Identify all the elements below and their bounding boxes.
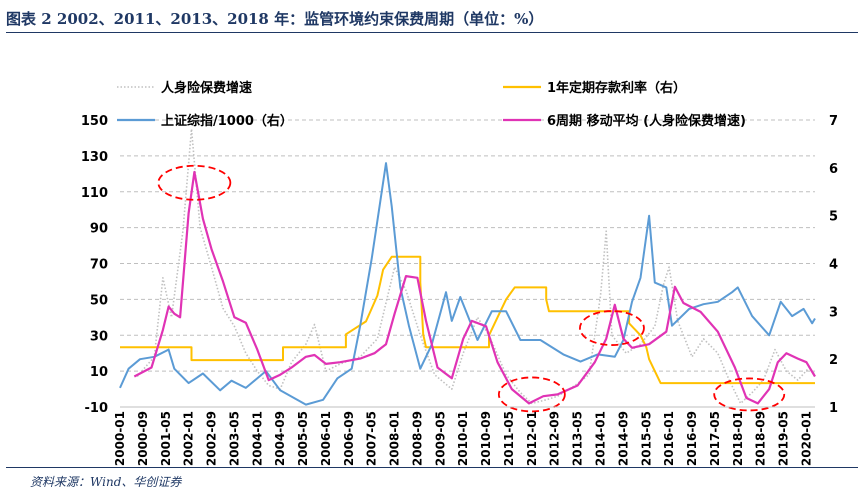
y-right-tick-label: 4 — [829, 258, 838, 273]
y-right-tick-label: 7 — [829, 114, 838, 129]
y-left-tick-label: 130 — [81, 150, 108, 165]
highlight-circle — [157, 164, 232, 201]
y-left-tick-label: 110 — [81, 186, 108, 201]
y-left-tick-label: 150 — [81, 114, 108, 129]
title-divider — [6, 32, 858, 33]
x-tick-label: 2004-01 — [250, 411, 264, 466]
x-tick-label: 2019-05 — [777, 411, 791, 466]
x-tick-label: 2017-05 — [708, 411, 722, 466]
y-right-tick-label: 1 — [829, 401, 838, 416]
x-tick-label: 2010-09 — [479, 411, 493, 466]
x-tick-label: 2008-01 — [388, 411, 402, 466]
legend-label-2: 上证综指/1000（右） — [161, 113, 293, 129]
x-tick-label: 2007-05 — [365, 411, 379, 466]
footer-divider — [6, 467, 858, 468]
legend-label-3: 6周期 移动平均 (人身险保费增速) — [547, 113, 746, 129]
x-tick-label: 2008-09 — [410, 411, 424, 466]
x-tick-label: 2002-09 — [205, 411, 219, 466]
y-left-tick-label: 10 — [90, 365, 108, 380]
x-tick-label: 2018-09 — [754, 411, 768, 466]
series-line-2 — [119, 162, 816, 406]
y-right-tick-label: 2 — [829, 353, 838, 368]
figure-title: 图表 2 2002、2011、2013、2018 年：监管环境约束保费周期（单位… — [6, 10, 544, 28]
x-tick-label: 2018-01 — [731, 411, 745, 466]
x-tick-label: 2011-05 — [502, 411, 516, 466]
x-tick-label: 2010-01 — [456, 411, 470, 466]
y-left-tick-label: -10 — [85, 401, 109, 416]
x-tick-label: 2014-01 — [593, 411, 607, 466]
x-tick-label: 2002-01 — [182, 411, 196, 466]
y-right-tick-label: 5 — [829, 210, 838, 225]
x-tick-label: 2009-05 — [433, 411, 447, 466]
y-right-tick-label: 6 — [829, 162, 838, 177]
y-left-tick-label: 90 — [90, 222, 108, 237]
x-tick-label: 2006-09 — [342, 411, 356, 466]
x-tick-label: 2004-09 — [273, 411, 287, 466]
y-left-tick-label: 50 — [90, 293, 108, 308]
x-tick-label: 2015-05 — [639, 411, 653, 466]
series-line-1 — [120, 255, 815, 385]
x-tick-label: 2012-09 — [548, 411, 562, 466]
highlight-circle — [579, 310, 645, 346]
y-left-tick-label: 70 — [90, 258, 108, 273]
x-tick-label: 2003-05 — [227, 411, 241, 466]
x-tick-label: 2014-09 — [616, 411, 630, 466]
data-source: 资料来源：Wind、华创证券 — [30, 475, 182, 489]
x-tick-label: 2001-05 — [159, 411, 173, 466]
series-line-0 — [136, 128, 816, 405]
y-left-tick-label: 30 — [90, 329, 108, 344]
x-tick-label: 2000-09 — [136, 411, 150, 466]
legend-label-1: 1年定期存款利率（右） — [547, 80, 686, 96]
x-tick-label: 2012-01 — [525, 411, 539, 466]
y-right-tick-label: 3 — [829, 305, 838, 320]
highlight-circle — [497, 376, 566, 413]
legend-label-0: 人身险保费增速 — [161, 80, 252, 96]
series-line-3 — [133, 170, 816, 405]
x-tick-label: 2000-01 — [113, 411, 127, 466]
x-tick-label: 2013-05 — [571, 411, 585, 466]
highlight-circle — [713, 377, 786, 412]
x-tick-label: 2006-01 — [319, 411, 333, 466]
x-tick-label: 2005-05 — [296, 411, 310, 466]
x-tick-label: 2016-01 — [662, 411, 676, 466]
x-tick-label: 2016-09 — [685, 411, 699, 466]
insurance-premium-cycle-chart: -10 10 30 50 70 90 110 130 150 1 2 3 4 5 6 7 2000-01 2000… — [81, 80, 838, 466]
x-tick-label: 2020-01 — [799, 411, 813, 466]
